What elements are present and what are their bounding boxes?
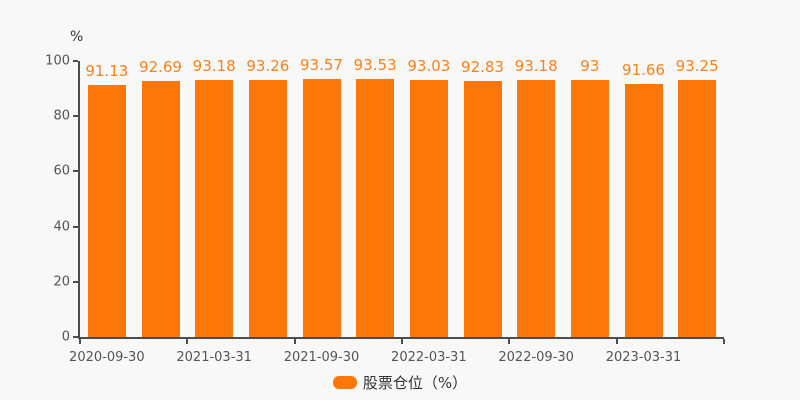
bar[interactable]	[624, 84, 663, 337]
bar[interactable]	[248, 79, 287, 337]
bar-value-label: 93.53	[353, 55, 397, 74]
y-axis-tick-label: 80	[53, 108, 70, 124]
bar-value-label: 93.26	[246, 56, 290, 75]
bar[interactable]	[87, 85, 126, 337]
y-axis-tick	[73, 170, 78, 173]
bar-value-label: 92.83	[461, 57, 504, 76]
bar[interactable]	[356, 78, 395, 337]
y-axis-tick	[73, 115, 78, 118]
bar-value-label: 93.18	[514, 56, 558, 75]
y-axis-tick	[73, 225, 78, 228]
plot-area: 91.13 92.69 93.18 93.26 93.57 93.53 93.03 92.83…	[45, 55, 725, 365]
y-axis-tick-label: 0	[61, 329, 70, 345]
bar-value-label: 91.66	[622, 61, 665, 80]
x-axis-tick	[508, 339, 511, 344]
y-axis-title: %	[70, 29, 84, 45]
y-axis-tick	[73, 280, 78, 283]
bar[interactable]	[195, 79, 234, 337]
bar-value-label: 93.25	[675, 56, 719, 75]
legend-marker-icon	[332, 376, 357, 389]
x-axis-tick	[401, 339, 403, 344]
x-axis-tick-label: 2023-03-31	[605, 350, 682, 365]
x-axis-tick-label: 2021-09-30	[283, 350, 360, 365]
x-axis-tick	[79, 339, 81, 344]
x-axis-tick	[615, 339, 618, 344]
x-axis-tick-label: 2021-03-31	[176, 350, 252, 365]
y-axis-tick	[73, 60, 78, 62]
legend-label: 股票仓位（%）	[362, 374, 468, 392]
bar-value-label: 92.69	[139, 58, 182, 77]
x-axis-tick	[723, 339, 725, 344]
y-axis-tick-label: 100	[45, 53, 70, 69]
y-axis-tick-label: 60	[53, 163, 70, 179]
x-axis-tick-label: 2022-03-31	[391, 350, 467, 365]
bar[interactable]	[678, 79, 717, 337]
y-axis-tick	[73, 336, 78, 338]
x-axis-tick	[186, 339, 189, 344]
bar[interactable]	[302, 78, 341, 337]
bar[interactable]	[409, 80, 448, 337]
bar-value-label: 93.03	[407, 57, 451, 76]
bar-value-label: 93	[580, 57, 600, 76]
bar[interactable]	[141, 81, 180, 337]
bar-value-label: 93.57	[300, 55, 343, 74]
x-axis-tick-label: 2022-09-30	[498, 350, 574, 365]
x-axis-tick	[293, 339, 296, 344]
bar[interactable]	[517, 79, 556, 337]
bar-value-label: 93.18	[192, 56, 236, 75]
legend-item[interactable]: 股票仓位（%）	[0, 372, 800, 393]
y-axis-tick-label: 20	[53, 274, 70, 290]
bar-value-label: 91.13	[85, 62, 129, 81]
y-axis-tick-label: 40	[53, 219, 70, 235]
bar[interactable]	[570, 80, 609, 337]
bar[interactable]	[463, 80, 502, 337]
x-axis-tick-label: 2020-09-30	[69, 350, 145, 365]
